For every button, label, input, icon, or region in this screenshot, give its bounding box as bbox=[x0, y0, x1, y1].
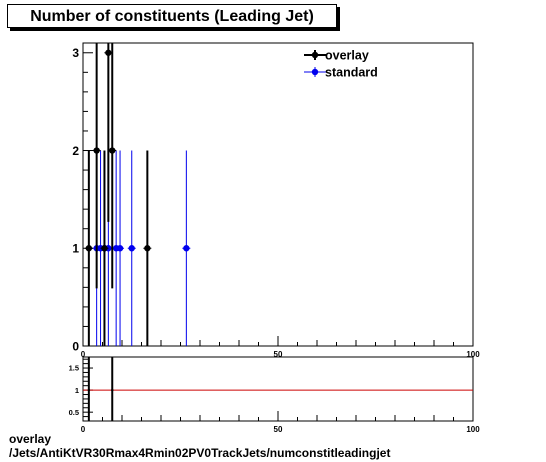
main-x-tick-label: 100 bbox=[466, 350, 480, 359]
overlay-data-point bbox=[109, 147, 116, 154]
ratio-data-point bbox=[87, 388, 91, 392]
main-plot-frame bbox=[82, 42, 474, 347]
standard-data-point bbox=[116, 245, 124, 252]
chart-title: Number of constituents (Leading Jet) bbox=[7, 4, 337, 28]
main-y-tick-label: 1 bbox=[72, 242, 79, 256]
footer-label: overlay bbox=[9, 432, 52, 446]
main-x-tick-label: 0 bbox=[81, 350, 86, 359]
ratio-y-tick-label: 1.5 bbox=[69, 364, 79, 373]
ratio-x-tick-label: 50 bbox=[274, 425, 283, 434]
ratio-y-tick-label: 1 bbox=[75, 386, 79, 395]
overlay-data-point bbox=[93, 147, 100, 154]
ratio-x-tick-label: 0 bbox=[81, 425, 86, 434]
standard-data-point bbox=[183, 245, 190, 252]
main-y-tick-label: 0 bbox=[72, 339, 79, 353]
ratio-x-tick-label: 100 bbox=[466, 425, 480, 434]
main-y-tick-label: 3 bbox=[72, 46, 79, 60]
legend: overlay standard bbox=[304, 49, 378, 80]
ratio-y-tick-label: 0.5 bbox=[69, 408, 79, 417]
footer-path: /Jets/AntiKtVR30Rmax4Rmin02PV0TrackJets/… bbox=[9, 446, 391, 460]
legend-overlay-marker bbox=[311, 51, 319, 59]
overlay-data-point bbox=[101, 245, 108, 252]
ratio-data-point bbox=[111, 388, 114, 392]
legend-overlay-label: overlay bbox=[325, 49, 369, 63]
overlay-data-point bbox=[144, 245, 151, 252]
standard-data-point bbox=[128, 245, 135, 252]
legend-standard-marker bbox=[311, 68, 319, 76]
main-x-tick-label: 50 bbox=[274, 350, 283, 359]
overlay-data-point bbox=[105, 49, 112, 56]
main-y-tick-label: 2 bbox=[72, 144, 79, 158]
main-plot-panel: 0 50 100 0 1 2 3 bbox=[72, 42, 480, 359]
legend-standard-label: standard bbox=[325, 66, 378, 80]
ratio-plot-panel: 0 50 100 0.5 1 1.5 bbox=[69, 356, 480, 434]
overlay-data-point bbox=[85, 245, 93, 252]
